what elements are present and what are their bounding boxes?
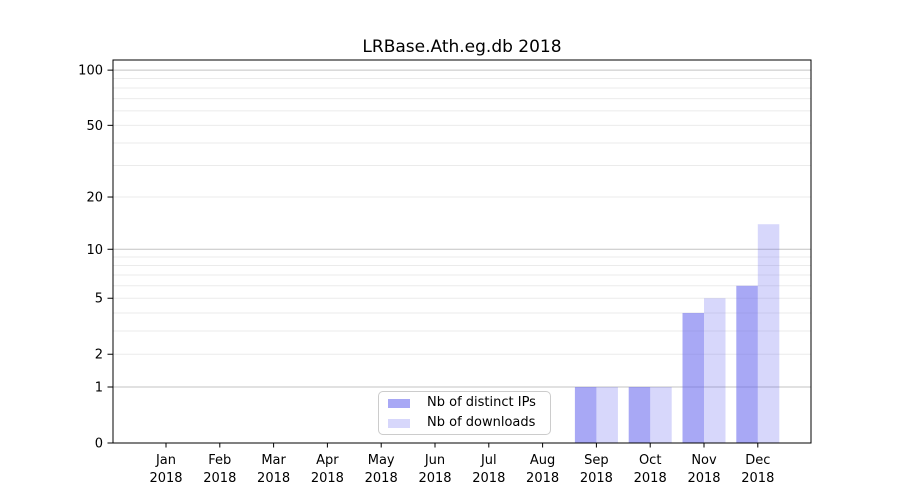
legend-item-distinct-ips: Nb of distinct IPs	[386, 395, 543, 411]
x-label-year-dec: 2018	[741, 471, 774, 486]
y-tick-label-20: 20	[86, 191, 103, 206]
y-tick-label-2: 2	[95, 348, 103, 363]
bar-distinct-ips-oct	[628, 386, 651, 443]
x-label-month-feb: Feb	[208, 453, 231, 468]
x-label-year-oct: 2018	[634, 471, 667, 486]
legend: Nb of distinct IPs Nb of downloads	[378, 391, 551, 435]
y-tick-label-5: 5	[95, 292, 103, 307]
x-label-month-oct: Oct	[639, 453, 661, 468]
bar-distinct-ips-dec	[736, 285, 758, 443]
bar-downloads-nov	[704, 298, 726, 443]
x-label-year-jun: 2018	[418, 471, 451, 486]
y-tick-label-100: 100	[78, 64, 103, 79]
x-label-month-apr: Apr	[316, 453, 339, 468]
legend-label-distinct-ips: Nb of distinct IPs	[427, 395, 536, 410]
x-label-year-jan: 2018	[149, 471, 182, 486]
x-label-year-jul: 2018	[472, 471, 505, 486]
x-label-month-may: May	[368, 453, 395, 468]
bar-distinct-ips-sep	[574, 386, 597, 443]
y-tick-label-50: 50	[86, 119, 103, 134]
plot-border	[112, 59, 812, 444]
chart-title: LRBase.Ath.eg.db 2018	[362, 37, 561, 57]
x-label-year-feb: 2018	[203, 471, 236, 486]
legend-item-downloads: Nb of downloads	[386, 415, 543, 431]
x-label-year-apr: 2018	[311, 471, 344, 486]
bar-downloads-sep	[596, 386, 618, 443]
x-label-month-sep: Sep	[584, 453, 609, 468]
x-label-year-sep: 2018	[580, 471, 613, 486]
x-label-month-jul: Jul	[480, 453, 497, 468]
bar-downloads-oct	[650, 386, 672, 443]
bar-downloads-dec	[757, 224, 780, 443]
x-label-year-aug: 2018	[526, 471, 559, 486]
legend-swatch-downloads	[388, 418, 410, 428]
x-label-month-aug: Aug	[530, 453, 555, 468]
x-label-month-mar: Mar	[261, 453, 286, 468]
bar-distinct-ips-nov	[682, 312, 704, 443]
x-label-month-dec: Dec	[745, 453, 770, 468]
x-label-month-jun: Jun	[424, 453, 445, 468]
y-tick-label-0: 0	[95, 437, 103, 452]
y-tick-label-1: 1	[95, 380, 103, 395]
x-label-month-jan: Jan	[155, 453, 176, 468]
legend-label-downloads: Nb of downloads	[427, 415, 536, 430]
y-tick-label-10: 10	[86, 243, 103, 258]
x-label-year-may: 2018	[365, 471, 398, 486]
x-label-month-nov: Nov	[691, 453, 717, 468]
legend-swatch-distinct-ips	[388, 398, 410, 408]
x-label-year-mar: 2018	[257, 471, 290, 486]
x-label-year-nov: 2018	[687, 471, 720, 486]
